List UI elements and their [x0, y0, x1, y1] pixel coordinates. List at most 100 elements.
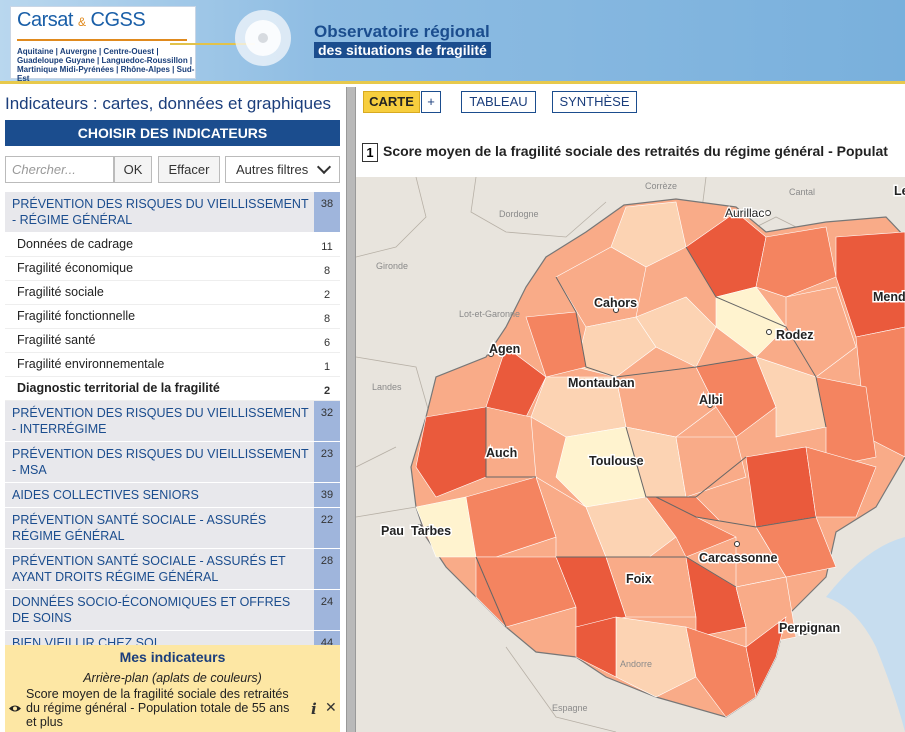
subcategory-item[interactable]: Données de cadrage 11 [5, 233, 340, 257]
category-item[interactable]: AIDES COLLECTIVES SENIORS 39 [5, 483, 340, 508]
dandelion-illustration [170, 10, 291, 66]
observatory-subtitle: des situations de fragilité [314, 42, 491, 58]
dept-label: Espagne [552, 703, 588, 713]
search-input[interactable] [5, 156, 114, 183]
subcategory-count: 2 [314, 281, 340, 304]
city-label: Montauban [568, 376, 635, 390]
category-label: PRÉVENTION SANTÉ SOCIALE - ASSURÉS ET AY… [12, 554, 286, 584]
choose-indicators-button[interactable]: CHOISIR DES INDICATEURS [5, 120, 340, 146]
category-count: 28 [314, 549, 340, 589]
panel-title: Indicateurs : cartes, données et graphiq… [5, 94, 332, 113]
category-item[interactable]: PRÉVENTION DES RISQUES DU VIEILLISSEMENT… [5, 401, 340, 442]
city-label: Tarbes [411, 524, 451, 538]
chevron-down-icon [316, 159, 332, 175]
subcategory-item[interactable]: Fragilité sociale 2 [5, 281, 340, 305]
background-layer-label: Arrière-plan (aplats de couleurs) [83, 671, 262, 685]
app-header: Carsat & CGSS Aquitaine | Auvergne | Cen… [0, 0, 905, 84]
category-label: DONNÉES SOCIO-ÉCONOMIQUES ET OFFRES DE S… [12, 595, 291, 625]
subcategory-count: 6 [314, 329, 340, 352]
dept-label: Dordogne [499, 209, 539, 219]
city-labels: Aurillac Cahors Rodez Agen Montauban Alb… [380, 183, 905, 637]
search-ok-button[interactable]: OK [114, 156, 152, 183]
category-item[interactable]: PRÉVENTION SANTÉ SOCIALE - ASSURÉS ET AY… [5, 549, 340, 590]
city-label: Pau [381, 524, 404, 538]
city-label: Mend [873, 290, 905, 304]
tab-tableau[interactable]: TABLEAU [461, 91, 536, 113]
subcategory-label: Fragilité fonctionnelle [17, 309, 136, 323]
commune-patches [415, 201, 905, 718]
category-item[interactable]: DONNÉES SOCIO-ÉCONOMIQUES ET OFFRES DE S… [5, 590, 340, 631]
category-item[interactable]: PRÉVENTION SANTÉ SOCIALE - ASSURÉS RÉGIM… [5, 508, 340, 549]
category-label: PRÉVENTION DES RISQUES DU VIEILLISSEMENT… [12, 197, 309, 227]
map-number-badge: 1 [362, 143, 378, 162]
main-content: CARTE + TABLEAU SYNTHÈSE 1 Score moyen d… [356, 87, 905, 732]
category-label: PRÉVENTION DES RISQUES DU VIEILLISSEMENT… [12, 447, 309, 477]
dept-label: Andorre [620, 659, 652, 669]
logo-text: Carsat & CGSS [17, 9, 146, 31]
dept-label: Gironde [376, 261, 408, 271]
subcategory-count: 8 [314, 305, 340, 328]
city-label: Carcassonne [699, 551, 778, 565]
city-label: Auch [486, 446, 517, 460]
carsat-cgss-logo[interactable]: Carsat & CGSS Aquitaine | Auvergne | Cen… [10, 6, 196, 83]
subcategory-count: 11 [314, 233, 340, 256]
subcategory-item[interactable]: Fragilité fonctionnelle 8 [5, 305, 340, 329]
subcategory-item[interactable]: Fragilité santé 6 [5, 329, 340, 353]
other-filters-label: Autres filtres [236, 162, 309, 177]
city-label: Rodez [776, 328, 814, 342]
sea-area [826, 537, 905, 732]
eye-icon[interactable] [8, 704, 22, 713]
subcategory-count: 1 [314, 353, 340, 376]
category-item[interactable]: PRÉVENTION DES RISQUES DU VIEILLISSEMENT… [5, 442, 340, 483]
category-count: 38 [314, 192, 340, 232]
subcategory-label: Fragilité sociale [17, 285, 104, 299]
department-labels: Corrèze Cantal Dordogne Gironde Lot-et-G… [372, 181, 815, 713]
subcategory-label: Fragilité économique [17, 261, 134, 275]
city-markers [416, 210, 808, 635]
map-canvas[interactable]: Corrèze Cantal Dordogne Gironde Lot-et-G… [356, 177, 905, 732]
subcategory-item[interactable]: Fragilité économique 8 [5, 257, 340, 281]
other-filters-dropdown[interactable]: Autres filtres [225, 156, 340, 183]
category-label: PRÉVENTION DES RISQUES DU VIEILLISSEMENT… [12, 406, 309, 436]
clear-button[interactable]: Effacer [158, 156, 220, 183]
subcategory-label: Diagnostic territorial de la fragilité [17, 381, 220, 395]
subcategory-count: 2 [314, 377, 340, 400]
subcategory-count: 8 [314, 257, 340, 280]
category-count: 32 [314, 401, 340, 441]
category-count: 24 [314, 590, 340, 630]
city-label: Cahors [594, 296, 637, 310]
map-title: Score moyen de la fragilité sociale des … [383, 143, 888, 159]
dept-label: Corrèze [645, 181, 677, 191]
category-list: PRÉVENTION DES RISQUES DU VIEILLISSEMENT… [5, 192, 340, 656]
my-indicators-title: Mes indicateurs [119, 649, 226, 665]
city-label: Aurillac [725, 206, 764, 220]
choropleth-map[interactable]: Corrèze Cantal Dordogne Gironde Lot-et-G… [356, 177, 905, 732]
logo-underline [17, 39, 187, 41]
category-item[interactable]: PRÉVENTION DES RISQUES DU VIEILLISSEMENT… [5, 192, 340, 233]
subcategory-label: Données de cadrage [17, 237, 134, 251]
close-icon[interactable]: ✕ [325, 700, 337, 716]
tab-carte[interactable]: CARTE [363, 91, 420, 113]
tab-add-map[interactable]: + [421, 91, 441, 113]
indicators-panel: Indicateurs : cartes, données et graphiq… [0, 87, 346, 732]
info-icon[interactable]: i [311, 700, 317, 718]
category-label: AIDES COLLECTIVES SENIORS [12, 488, 199, 502]
subcategory-item[interactable]: Fragilité environnementale 1 [5, 353, 340, 377]
city-label: Perpignan [779, 621, 840, 635]
subcategory-label: Fragilité environnementale [17, 357, 165, 371]
tab-synthese[interactable]: SYNTHÈSE [552, 91, 637, 113]
category-count: 39 [314, 483, 340, 507]
dept-label: Lot-et-Garonne [459, 309, 520, 319]
city-label: Albi [699, 393, 723, 407]
panel-splitter[interactable] [346, 87, 356, 732]
city-label: Toulouse [589, 454, 644, 468]
subcategory-label: Fragilité santé [17, 333, 96, 347]
dept-label: Cantal [789, 187, 815, 197]
category-label: PRÉVENTION SANTÉ SOCIALE - ASSURÉS RÉGIM… [12, 513, 267, 543]
category-count: 23 [314, 442, 340, 482]
subcategory-item-selected[interactable]: Diagnostic territorial de la fragilité 2 [5, 377, 340, 401]
my-indicators-box: Mes indicateurs Arrière-plan (aplats de … [5, 645, 340, 732]
logo-regions: Aquitaine | Auvergne | Centre-Ouest | Gu… [17, 47, 195, 83]
city-label: Foix [626, 572, 652, 586]
dept-label: Landes [372, 382, 402, 392]
